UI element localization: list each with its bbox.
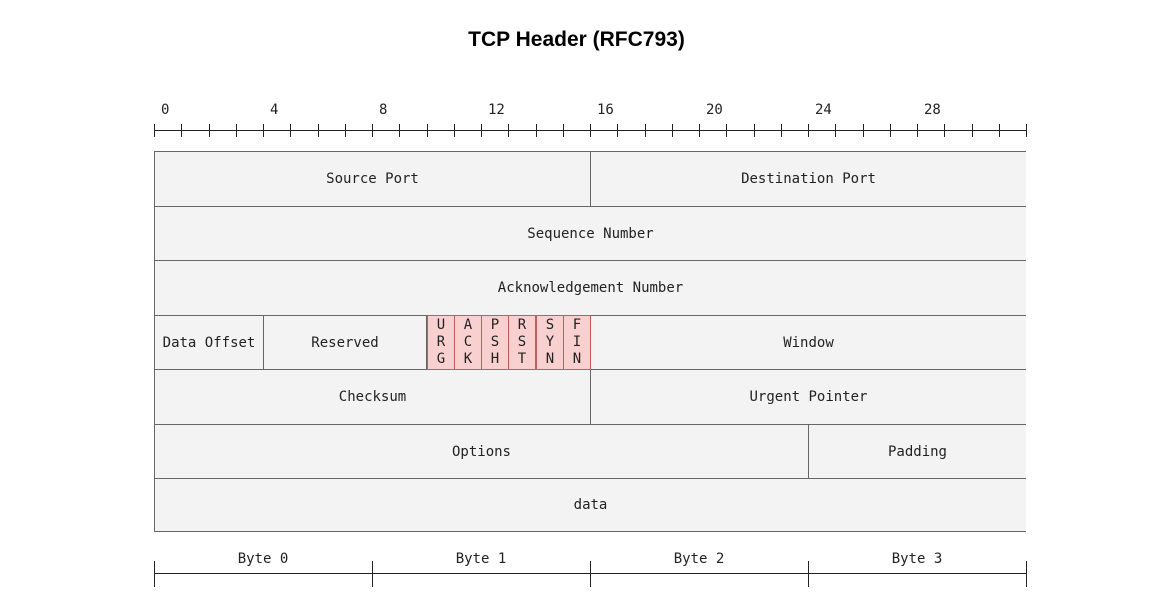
field-source-port: Source Port bbox=[155, 152, 591, 207]
flag-letter: P bbox=[490, 317, 500, 333]
ruler-tick bbox=[454, 124, 455, 137]
ruler-tick bbox=[1026, 124, 1027, 137]
field-padding: Padding bbox=[809, 425, 1026, 479]
ruler-tick bbox=[999, 124, 1000, 137]
flag-letter: K bbox=[463, 351, 473, 367]
field-urgent-pointer: Urgent Pointer bbox=[591, 370, 1026, 425]
ruler-tick bbox=[290, 124, 291, 137]
flag-letter: S bbox=[517, 334, 527, 350]
flag-letter: N bbox=[572, 351, 582, 367]
ruler-tick bbox=[563, 124, 564, 137]
ruler-tick bbox=[672, 124, 673, 137]
ruler-tick bbox=[508, 124, 509, 137]
byte-tick bbox=[1026, 561, 1027, 587]
ruler-tick bbox=[154, 124, 155, 137]
byte-label: Byte 2 bbox=[673, 551, 725, 567]
flag-letter: H bbox=[490, 351, 500, 367]
byte-tick bbox=[590, 561, 591, 587]
byte-label: Byte 1 bbox=[455, 551, 507, 567]
ruler-tick bbox=[808, 124, 809, 137]
flag-letter: Y bbox=[545, 334, 555, 350]
ruler-tick bbox=[781, 124, 782, 137]
flag-letter: R bbox=[436, 334, 446, 350]
ruler-tick bbox=[944, 124, 945, 137]
flag-letter: F bbox=[572, 317, 582, 333]
flag-letter: N bbox=[545, 351, 555, 367]
ruler-tick bbox=[835, 124, 836, 137]
field-checksum: Checksum bbox=[155, 370, 591, 425]
field-destination-port: Destination Port bbox=[591, 152, 1026, 207]
ruler-tick bbox=[181, 124, 182, 137]
ruler-label: 24 bbox=[815, 102, 832, 118]
ruler-tick bbox=[263, 124, 264, 137]
ruler-tick bbox=[863, 124, 864, 137]
flag-letter: C bbox=[463, 334, 473, 350]
ruler-tick bbox=[372, 124, 373, 137]
ruler-tick bbox=[590, 124, 591, 137]
flag-letter: U bbox=[436, 317, 446, 333]
flag-letter: A bbox=[463, 317, 473, 333]
ruler-tick bbox=[917, 124, 918, 137]
ruler-label: 4 bbox=[270, 102, 279, 118]
byte-label: Byte 0 bbox=[237, 551, 289, 567]
ruler-label: 20 bbox=[706, 102, 723, 118]
ruler-tick bbox=[890, 124, 891, 137]
ruler-tick bbox=[726, 124, 727, 137]
field-options: Options bbox=[155, 425, 809, 479]
ruler-tick bbox=[754, 124, 755, 137]
header-fields: Source Port Destination Port Sequence Nu… bbox=[154, 151, 1026, 532]
flag-letter: R bbox=[517, 317, 527, 333]
flag-letter: S bbox=[490, 334, 500, 350]
diagram-title: TCP Header (RFC793) bbox=[468, 28, 685, 51]
flag-letter: G bbox=[436, 351, 446, 367]
field-sequence-number: Sequence Number bbox=[155, 207, 1026, 261]
byte-label: Byte 3 bbox=[891, 551, 943, 567]
ruler-label: 0 bbox=[161, 102, 170, 118]
ruler-tick bbox=[236, 124, 237, 137]
ruler-tick bbox=[617, 124, 618, 137]
ruler-tick bbox=[972, 124, 973, 137]
field-reserved: Reserved bbox=[264, 316, 427, 370]
byte-tick bbox=[154, 561, 155, 587]
byte-tick bbox=[808, 561, 809, 587]
ruler-tick bbox=[399, 124, 400, 137]
flag-letter: I bbox=[572, 334, 582, 350]
byte-tick bbox=[372, 561, 373, 587]
ruler-tick bbox=[536, 124, 537, 137]
field-window: Window bbox=[591, 316, 1026, 370]
field-data-offset: Data Offset bbox=[155, 316, 264, 370]
ruler-tick bbox=[699, 124, 700, 137]
ruler-tick bbox=[209, 124, 210, 137]
ruler-label: 8 bbox=[379, 102, 388, 118]
flag-letter: S bbox=[545, 317, 555, 333]
ruler-tick bbox=[481, 124, 482, 137]
ruler-label: 28 bbox=[924, 102, 941, 118]
ruler-tick bbox=[427, 124, 428, 137]
ruler-label: 16 bbox=[597, 102, 614, 118]
ruler-label: 12 bbox=[488, 102, 505, 118]
ruler-tick bbox=[345, 124, 346, 137]
flag-letter: T bbox=[517, 351, 527, 367]
field-acknowledgement-number: Acknowledgement Number bbox=[155, 261, 1026, 316]
field-data: data bbox=[155, 479, 1026, 531]
ruler-tick bbox=[318, 124, 319, 137]
ruler-tick bbox=[645, 124, 646, 137]
